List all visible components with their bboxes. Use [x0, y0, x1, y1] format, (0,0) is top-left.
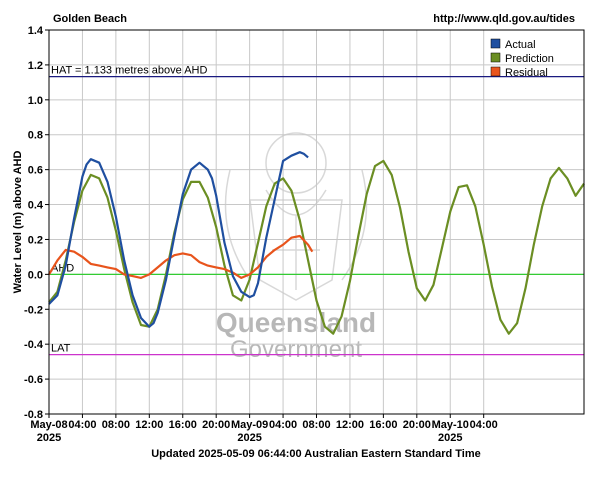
legend-label-residual: Residual: [505, 67, 548, 79]
series: [48, 151, 585, 335]
x-tick-label: 12:00: [336, 419, 364, 431]
x-tick-label: 20:00: [403, 419, 431, 431]
y-tick-label: -0.6: [24, 374, 43, 386]
updated-footer: Updated 2025-05-09 06:44:00 Australian E…: [151, 448, 481, 460]
x-tick-label: 04:00: [269, 419, 297, 431]
reference-label-lat: LAT: [51, 343, 71, 355]
x-tick-label: 04:00: [68, 419, 96, 431]
legend-swatch-prediction: [490, 52, 501, 63]
x-tick-label: 16:00: [169, 419, 197, 431]
y-tick-label: 1.2: [28, 60, 43, 72]
axes: -0.8 -0.6 -0.4 -0.2 0.0 0.2 0.4 0.6 0.8 1.0 1.2 1.4…: [24, 25, 498, 444]
y-tick-label: 1.0: [28, 95, 43, 107]
y-axis-label: Water Level (m) above AHD: [12, 151, 24, 294]
legend-label-prediction: Prediction: [505, 53, 554, 65]
watermark-line1: Queensland: [216, 307, 376, 338]
x-tick-sublabel: 2025: [237, 432, 261, 444]
x-tick-label: 04:00: [470, 419, 498, 431]
x-tick-label: May-09: [231, 419, 268, 431]
x-tick-label: May-10: [432, 419, 469, 431]
chart-title: Golden Beach: [53, 13, 127, 25]
government-watermark: Queensland Government: [216, 132, 376, 363]
legend-label-actual: Actual: [505, 39, 536, 51]
legend-swatch-residual: [490, 66, 501, 77]
x-tick-label: 08:00: [102, 419, 130, 431]
y-tick-label: -0.8: [24, 409, 43, 421]
x-tick-label: May-08: [30, 419, 67, 431]
x-tick-sublabel: 2025: [438, 432, 462, 444]
x-tick-label: 08:00: [302, 419, 330, 431]
y-tick-label: 1.4: [28, 25, 44, 37]
legend-swatch-actual: [490, 38, 501, 49]
x-tick-label: 12:00: [135, 419, 163, 431]
y-tick-label: -0.4: [24, 339, 44, 351]
series-line-prediction: [48, 159, 585, 335]
series-line-residual: [48, 234, 314, 279]
y-tick-label: 0.8: [28, 130, 43, 142]
y-tick-label: 0.4: [28, 200, 44, 212]
watermark-line2: Government: [230, 336, 362, 363]
y-tick-label: 0.2: [28, 234, 43, 246]
reference-label-hat: HAT = 1.133 metres above AHD: [51, 65, 207, 77]
source-url[interactable]: http://www.qld.gov.au/tides: [433, 13, 575, 25]
series-line-actual: [48, 151, 309, 328]
y-tick-label: -0.2: [24, 304, 43, 316]
legend: Actual Prediction Residual: [490, 38, 554, 79]
x-tick-label: 20:00: [202, 419, 230, 431]
x-tick-sublabel: 2025: [37, 432, 61, 444]
y-tick-label: 0.0: [28, 269, 43, 281]
y-tick-label: 0.6: [28, 165, 43, 177]
x-tick-label: 16:00: [369, 419, 397, 431]
